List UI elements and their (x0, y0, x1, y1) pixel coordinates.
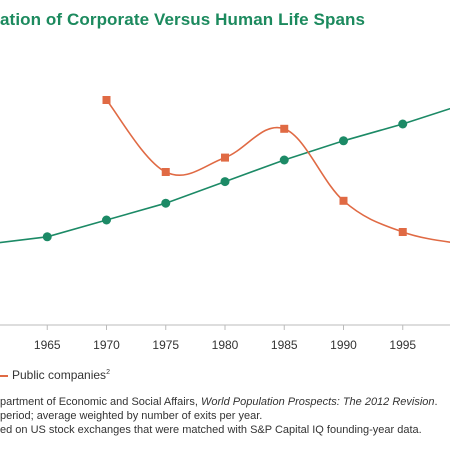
data-point-human (339, 136, 348, 146)
x-tick-label: 1965 (34, 338, 61, 352)
legend: Public companies2 (0, 368, 110, 382)
data-point-public (398, 228, 407, 236)
note-line-1-end: . (434, 396, 438, 408)
note-line-1: partment of Economic and Social Affairs,… (0, 395, 438, 409)
legend-public-swatch (0, 374, 8, 377)
data-point-public (102, 96, 111, 104)
data-point-human (279, 155, 289, 165)
x-tick-label: 1995 (389, 338, 416, 352)
note-line-1-title: World Population Prospects: The 2012 Rev… (200, 396, 435, 408)
data-point-human (220, 177, 230, 187)
x-tick-label: 1975 (152, 338, 179, 352)
note-line-2: period; average weighted by number of ex… (0, 410, 263, 422)
x-tick-label: 1985 (271, 338, 298, 352)
x-tick-label: 1990 (330, 338, 357, 352)
note-line-3: ed on US stock exchanges that were match… (0, 424, 422, 436)
legend-public-label: Public companies (12, 368, 107, 382)
data-point-human (102, 215, 111, 225)
data-point-human (42, 232, 52, 242)
legend-public-footnote: 2 (106, 369, 110, 376)
data-point-public (221, 153, 229, 162)
note-line-1-text: partment of Economic and Social Affairs, (0, 396, 201, 408)
source-notes: partment of Economic and Social Affairs,… (0, 395, 438, 437)
x-tick-label: 1970 (93, 338, 120, 352)
x-tick-label: 1980 (212, 338, 239, 352)
data-point-human (161, 198, 171, 208)
data-point-public (339, 196, 348, 205)
series-line-human (0, 107, 450, 244)
series-group (0, 96, 450, 244)
chart-title: ation of Corporate Versus Human Life Spa… (0, 10, 366, 29)
data-point-public (161, 168, 170, 176)
series-line-public (105, 99, 450, 243)
data-point-human (398, 119, 408, 129)
x-axis: 019651970197519801985199019952 (0, 324, 450, 352)
data-point-public (280, 124, 289, 133)
